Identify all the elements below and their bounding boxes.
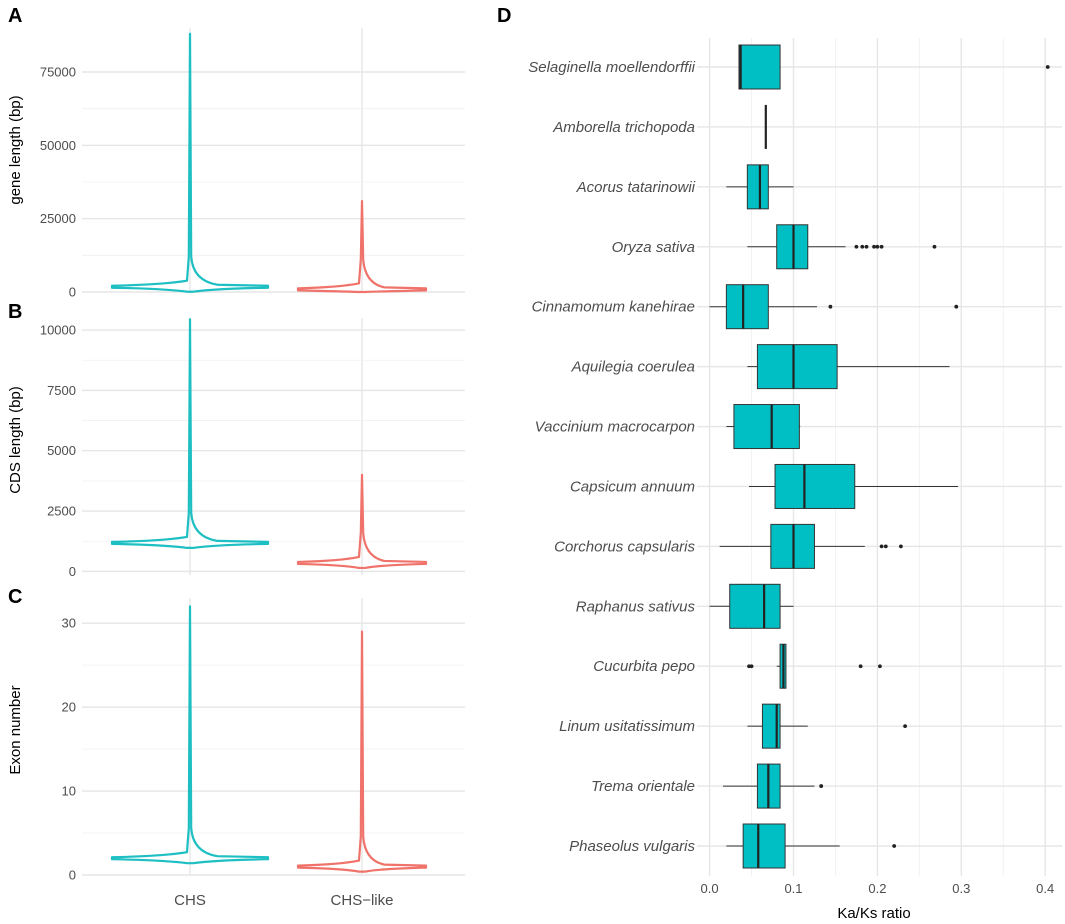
box [729,583,781,629]
outlier-point [932,244,937,249]
y-tick-label: 10 [62,784,76,799]
boxplot-phaseolus-vulgaris [726,823,897,869]
violin-chs-like [296,473,428,570]
y-tick-label: 20 [62,700,76,715]
violin-chs [110,605,270,865]
box [776,224,809,270]
species-label: Raphanus sativus [576,598,696,615]
x-tick-label: 0.1 [784,881,802,896]
y-tick-label: 10000 [40,323,76,338]
species-label: Selaginella moellendorffii [528,59,695,76]
species-label: Cucurbita pepo [593,658,695,675]
y-tick-label: 2500 [47,504,76,519]
box [725,284,769,330]
boxplot-aquilegia-coerulea [747,344,950,390]
x-tick-label: 0.0 [701,881,719,896]
outlier-point [879,244,884,249]
panel-a-ylabel: gene length (bp) [7,95,24,204]
x-tick-label: 0.2 [868,881,886,896]
species-label: Linum usitatissimum [559,718,695,735]
y-tick-label: 5000 [47,443,76,458]
outlier-point [864,244,869,249]
species-label: Acorus tatarinowii [576,179,696,196]
boxplot-vaccinium-macrocarpon [726,404,801,450]
panel-a: A gene length (bp) 0 25000 50000 75000 [7,5,465,300]
y-tick-label: 0 [69,285,76,300]
species-label: Aquilegia coerulea [571,359,695,376]
outlier-point [898,544,903,549]
species-label: Vaccinium macrocarpon [535,419,695,436]
outlier-point [872,244,876,249]
panel-d: D Ka/Ks ratio 0.0 0.1 0.2 0.3 0.4 Selaginell… [497,5,1062,922]
violin-chs [110,32,270,293]
panel-a-letter: A [8,5,22,27]
species-label: Cinnamomum kanehirae [532,299,695,316]
outlier-point [903,724,907,729]
boxplot-cinnamomum-kanehirae [709,284,959,330]
outlier-point [819,784,824,788]
y-tick-label: 7500 [47,383,76,398]
box [733,404,800,450]
outlier-point [954,304,959,309]
y-tick-label: 30 [62,616,76,631]
boxplot-linum-usitatissimum [747,703,907,749]
outlier-point [1045,65,1050,69]
outlier-point [892,844,897,848]
boxplot-raphanus-sativus [709,583,794,629]
category-label-chs-like: CHS−like [331,892,394,909]
panel-b: B CDS length (bp) 0 2500 5000 7500 10000 [7,301,465,579]
panel-d-xlabel: Ka/Ks ratio [837,905,910,922]
boxplot-selaginella-moellendorffii [738,44,1050,90]
panel-c-letter: C [8,586,22,608]
species-label: Phaseolus vulgaris [569,838,695,855]
panel-b-letter: B [8,301,22,323]
category-label-chs: CHS [174,892,206,909]
panel-c-ylabel: Exon number [7,685,24,774]
panel-b-ylabel: CDS length (bp) [7,386,24,494]
box [756,344,838,390]
boxplot-cucurbita-pepo [747,643,882,689]
outlier-point [858,664,863,669]
violin-chs-like [296,630,428,873]
outlier-point [860,244,865,249]
boxplot-trema-orientale [723,763,824,809]
species-label: Capsicum annuum [570,478,695,495]
outlier-point [879,544,884,549]
y-tick-label: 25000 [40,211,76,226]
outlier-point [883,544,888,549]
x-tick-label: 0.4 [1036,881,1054,896]
species-label: Corchorus capsularis [554,538,695,555]
boxplot-oryza-sativa [747,224,937,270]
species-label: Oryza sativa [612,239,695,256]
boxplot-acorus-tatarinowii [726,164,794,210]
boxplot-corchorus-capsularis [719,523,903,569]
outlier-point [878,664,882,669]
outlier-point [828,304,833,309]
outlier-point [749,664,754,669]
panel-d-letter: D [497,5,511,27]
outlier-point [854,244,859,249]
x-tick-label: 0.3 [952,881,970,896]
outlier-point [875,244,880,249]
y-tick-label: 0 [69,868,76,883]
box [746,164,769,210]
boxplot-capsicum-annuum [749,463,958,509]
species-label: Trema orientale [591,778,695,795]
y-tick-label: 0 [69,564,76,579]
box [742,823,786,869]
species-label: Amborella trichopoda [552,119,695,136]
box [738,44,781,90]
box [774,463,856,509]
y-tick-label: 75000 [40,65,76,80]
panel-c: C Exon number 0 10 20 30 CHS CHS−like [7,586,465,909]
violin-chs-like [296,199,428,294]
y-tick-label: 50000 [40,138,76,153]
violin-chs [110,318,270,550]
